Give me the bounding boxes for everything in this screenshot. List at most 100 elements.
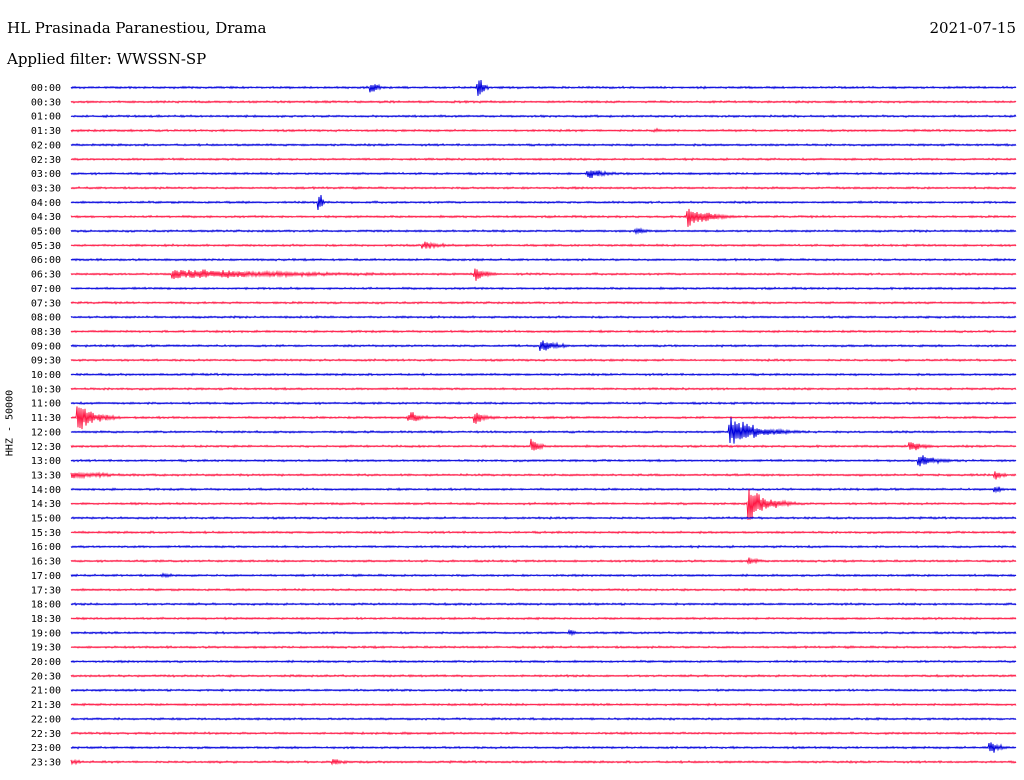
time-label-2130: 21:30 bbox=[31, 700, 61, 711]
trace-line-0030 bbox=[70, 99, 1017, 104]
time-label-0630: 06:30 bbox=[31, 270, 61, 281]
date-label: 2021-07-15 bbox=[929, 19, 1016, 37]
time-label-1600: 16:00 bbox=[31, 542, 61, 553]
trace-line-0230 bbox=[70, 157, 1017, 162]
time-label-0500: 05:00 bbox=[31, 227, 61, 238]
trace-line-2130 bbox=[70, 702, 1017, 707]
time-label-0730: 07:30 bbox=[31, 298, 61, 309]
trace-line-0730 bbox=[70, 300, 1017, 305]
trace-line-0330 bbox=[70, 185, 1017, 190]
time-label-0130: 01:30 bbox=[31, 126, 61, 137]
time-label-0430: 04:30 bbox=[31, 212, 61, 223]
time-label-1800: 18:00 bbox=[31, 600, 61, 611]
time-label-1500: 15:00 bbox=[31, 514, 61, 525]
trace-line-0130 bbox=[70, 127, 1017, 133]
trace-line-0500 bbox=[70, 227, 1017, 236]
trace-line-0400 bbox=[70, 194, 1017, 210]
time-label-0200: 02:00 bbox=[31, 140, 61, 151]
time-label-0300: 03:00 bbox=[31, 169, 61, 180]
time-label-0700: 07:00 bbox=[31, 284, 61, 295]
time-label-1530: 15:30 bbox=[31, 528, 61, 539]
time-label-1330: 13:30 bbox=[31, 470, 61, 481]
trace-line-0300 bbox=[70, 170, 1017, 178]
time-label-1830: 18:30 bbox=[31, 614, 61, 625]
time-labels: 00:00 00:30 01:00 01:30 02:00 02:30 03:00 03:30… bbox=[31, 83, 61, 768]
trace-line-1030 bbox=[70, 386, 1017, 391]
trace-line-0530 bbox=[70, 241, 1017, 250]
trace-line-1730 bbox=[70, 587, 1017, 592]
time-label-1130: 11:30 bbox=[31, 413, 61, 424]
trace-line-0900 bbox=[70, 340, 1017, 351]
trace-line-1700 bbox=[70, 572, 1017, 579]
trace-line-2330 bbox=[70, 758, 1017, 766]
time-label-0930: 09:30 bbox=[31, 356, 61, 367]
trace-line-2000 bbox=[70, 659, 1017, 664]
filter-label: Applied filter: WWSSN-SP bbox=[7, 50, 207, 68]
time-label-2100: 21:00 bbox=[31, 686, 61, 697]
trace-line-2100 bbox=[70, 688, 1017, 693]
station-title: HL Prasinada Paranestiou, Drama bbox=[7, 19, 267, 37]
time-label-1200: 12:00 bbox=[31, 427, 61, 438]
trace-line-1200 bbox=[70, 417, 1017, 444]
time-label-0600: 06:00 bbox=[31, 255, 61, 266]
trace-line-0100 bbox=[70, 114, 1017, 119]
seismic-traces bbox=[70, 80, 1017, 766]
trace-line-0000 bbox=[70, 80, 1017, 96]
time-label-1730: 17:30 bbox=[31, 585, 61, 596]
trace-line-1000 bbox=[70, 372, 1017, 377]
trace-line-0630 bbox=[70, 268, 1017, 281]
time-label-0000: 00:00 bbox=[31, 83, 61, 94]
time-label-1630: 16:30 bbox=[31, 557, 61, 568]
time-label-0800: 08:00 bbox=[31, 313, 61, 324]
time-label-2330: 23:30 bbox=[31, 757, 61, 768]
trace-line-1230 bbox=[70, 438, 1017, 451]
trace-line-1100 bbox=[70, 401, 1017, 406]
trace-line-1630 bbox=[70, 557, 1017, 565]
trace-line-1530 bbox=[70, 530, 1017, 535]
time-label-1100: 11:00 bbox=[31, 399, 61, 410]
time-label-1900: 19:00 bbox=[31, 628, 61, 639]
time-label-1230: 12:30 bbox=[31, 442, 61, 453]
trace-line-1130 bbox=[70, 406, 1017, 430]
trace-line-0800 bbox=[70, 315, 1017, 320]
trace-line-1930 bbox=[70, 645, 1017, 650]
trace-line-1900 bbox=[70, 628, 1017, 637]
trace-line-1330 bbox=[70, 471, 1017, 480]
trace-line-2300 bbox=[70, 742, 1017, 753]
trace-line-0700 bbox=[70, 286, 1017, 291]
trace-line-1830 bbox=[70, 616, 1017, 621]
time-label-0400: 04:00 bbox=[31, 198, 61, 209]
trace-line-2030 bbox=[70, 673, 1017, 678]
time-label-2000: 20:00 bbox=[31, 657, 61, 668]
time-label-1030: 10:30 bbox=[31, 384, 61, 395]
trace-line-1600 bbox=[70, 544, 1017, 549]
trace-line-2200 bbox=[70, 716, 1017, 721]
time-label-0100: 01:00 bbox=[31, 112, 61, 123]
trace-line-1430 bbox=[70, 489, 1017, 521]
time-label-1000: 10:00 bbox=[31, 370, 61, 381]
trace-line-1400 bbox=[70, 486, 1017, 494]
time-label-0330: 03:30 bbox=[31, 183, 61, 194]
time-label-1400: 14:00 bbox=[31, 485, 61, 496]
time-label-0900: 09:00 bbox=[31, 341, 61, 352]
time-label-0830: 08:30 bbox=[31, 327, 61, 338]
channel-label: HHZ - 50000 bbox=[4, 389, 16, 457]
time-label-1430: 14:30 bbox=[31, 499, 61, 510]
trace-line-0830 bbox=[70, 329, 1017, 334]
time-label-0230: 02:30 bbox=[31, 155, 61, 166]
time-label-1930: 19:30 bbox=[31, 643, 61, 654]
time-label-1700: 17:00 bbox=[31, 571, 61, 582]
trace-line-2230 bbox=[70, 731, 1017, 736]
time-label-0530: 05:30 bbox=[31, 241, 61, 252]
trace-line-1300 bbox=[70, 455, 1017, 467]
time-label-1300: 13:00 bbox=[31, 456, 61, 467]
trace-line-0200 bbox=[70, 142, 1017, 147]
time-label-0030: 00:30 bbox=[31, 97, 61, 108]
trace-line-1800 bbox=[70, 602, 1017, 607]
trace-line-0600 bbox=[70, 257, 1017, 262]
trace-line-1500 bbox=[70, 515, 1017, 521]
trace-line-0430 bbox=[70, 208, 1017, 227]
time-label-2200: 22:00 bbox=[31, 714, 61, 725]
time-label-2230: 22:30 bbox=[31, 729, 61, 740]
